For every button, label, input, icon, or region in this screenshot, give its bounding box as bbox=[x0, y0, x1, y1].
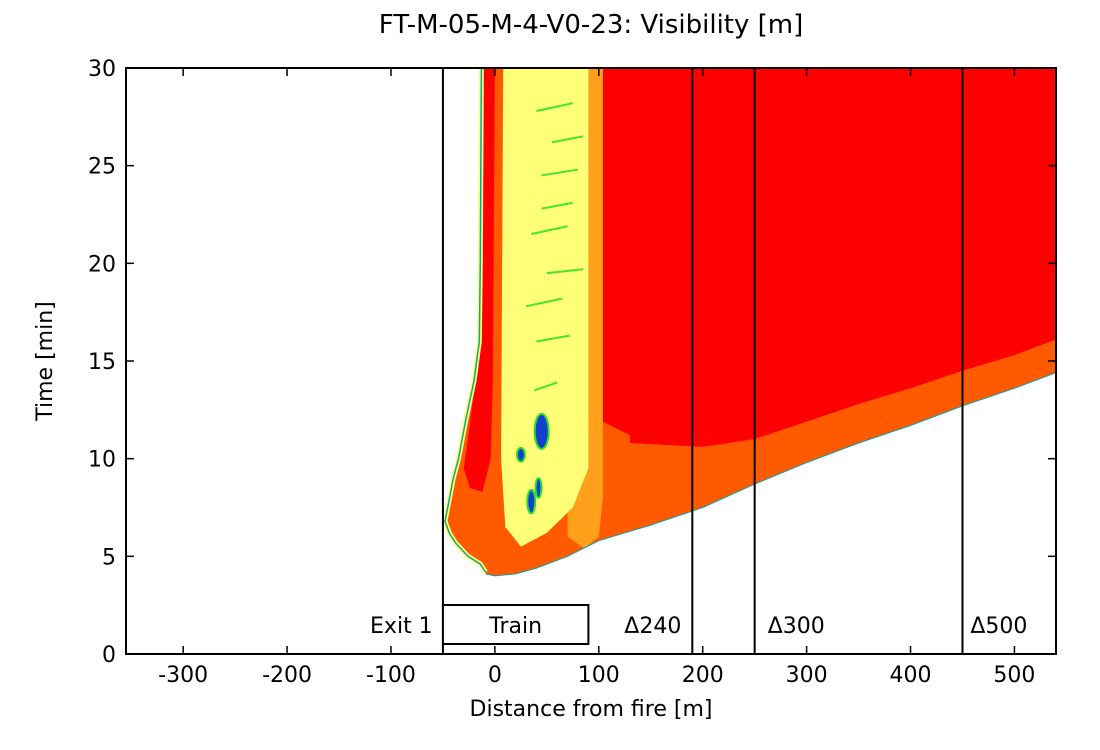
y-tick-label: 30 bbox=[88, 57, 116, 82]
x-tick-label: -200 bbox=[262, 663, 312, 688]
x-tick-label: 500 bbox=[993, 663, 1035, 688]
green-streak bbox=[531, 225, 568, 236]
train-label: Train bbox=[488, 614, 542, 639]
annotation-label: Δ300 bbox=[768, 614, 825, 639]
yellow-band bbox=[501, 68, 589, 547]
train-box bbox=[441, 604, 590, 645]
chart-title: FT-M-05-M-4-V0-23: Visibility [m] bbox=[379, 10, 804, 40]
y-tick-label: 20 bbox=[88, 252, 116, 277]
blue-core-patch bbox=[526, 488, 537, 515]
green-streak bbox=[536, 334, 570, 343]
y-tick-label: 25 bbox=[88, 155, 116, 180]
visibility-heatmap bbox=[442, 68, 1056, 577]
x-axis-label: Distance from fire [m] bbox=[470, 697, 713, 722]
y-tick-label: 10 bbox=[88, 448, 116, 473]
x-tick-label: 200 bbox=[682, 663, 724, 688]
x-tick-label: 300 bbox=[786, 663, 828, 688]
y-tick-label: 15 bbox=[88, 350, 116, 375]
lower-boundary-line bbox=[485, 372, 1056, 577]
annotation-label: Δ500 bbox=[970, 614, 1027, 639]
green-streak bbox=[551, 135, 584, 144]
y-axis-label: Time [min] bbox=[33, 301, 58, 422]
red-streak-plume bbox=[463, 68, 495, 492]
vertical-markers bbox=[441, 68, 964, 654]
y-tick-label: 5 bbox=[102, 545, 116, 570]
x-tick-label: 400 bbox=[890, 663, 932, 688]
axis-ticks: -300 -200 -100 0 100 200 300 400 500 0 5 10 15 20 25 30 bbox=[88, 57, 1056, 688]
x-tick-label: -300 bbox=[158, 663, 208, 688]
blue-core-patch bbox=[533, 412, 550, 450]
x-tick-label: 0 bbox=[488, 663, 502, 688]
blue-core-patch bbox=[534, 477, 543, 499]
y-tick-label: 0 bbox=[102, 643, 116, 668]
green-streak bbox=[525, 297, 563, 308]
blue-core-patch bbox=[515, 446, 526, 463]
green-streak bbox=[541, 168, 579, 177]
x-tick-label: 100 bbox=[578, 663, 620, 688]
annotations: Exit 1 Δ240 Δ300 Δ500 bbox=[370, 614, 1027, 639]
annotation-label: Exit 1 bbox=[370, 614, 433, 639]
green-streak bbox=[541, 201, 574, 210]
green-streak bbox=[536, 102, 574, 112]
red-dense-region bbox=[588, 68, 1056, 447]
plume-edge-teal bbox=[444, 68, 487, 573]
annotation-label: Δ240 bbox=[624, 614, 681, 639]
green-streak bbox=[546, 268, 584, 275]
x-tick-label: -100 bbox=[366, 663, 416, 688]
green-streak bbox=[534, 381, 558, 392]
train-marker: Train bbox=[441, 604, 590, 645]
